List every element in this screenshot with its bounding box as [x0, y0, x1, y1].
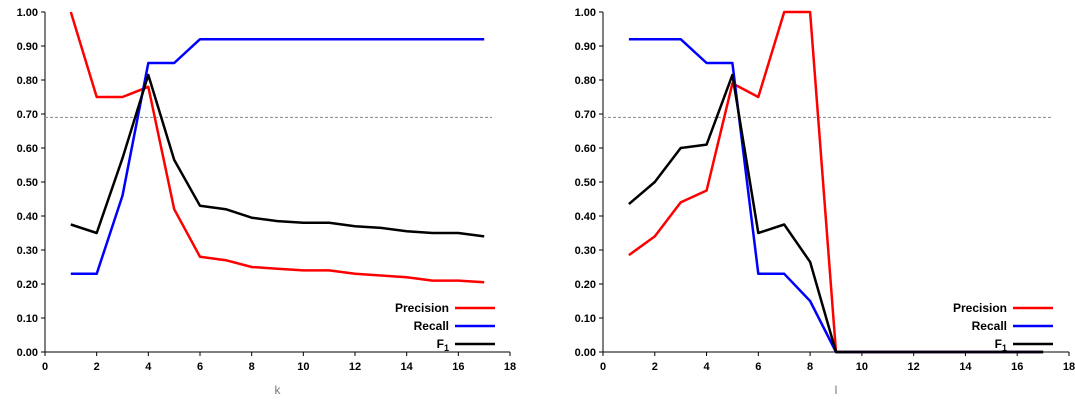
legend-label: Recall: [414, 319, 449, 333]
y-tick-label: 0.30: [575, 245, 596, 257]
y-tick-label: 0.90: [575, 41, 596, 53]
y-tick-label: 0.00: [17, 347, 38, 359]
y-tick-label: 0.60: [17, 143, 38, 155]
x-tick-label: 0: [600, 361, 606, 373]
x-tick-label: 12: [908, 361, 920, 373]
x-tick-label: 6: [755, 361, 761, 373]
legend-label: Precision: [953, 301, 1007, 315]
y-tick-label: 0.60: [575, 143, 596, 155]
y-tick-label: 0.80: [575, 75, 596, 87]
x-tick-label: 0: [42, 361, 48, 373]
legend: Precision Recall F1: [395, 301, 495, 353]
legend: Precision Recall F1: [953, 301, 1053, 353]
series-line-f1: [70, 73, 485, 238]
y-tick-label: 0.70: [575, 109, 596, 121]
series-line-precision: [69, 11, 485, 284]
chart-2: 0.00 0.10 0.20 0.30 0.40 0.50 0.60 0.70 0.80 0.90…: [575, 7, 1075, 397]
y-tick-label: 0.00: [575, 347, 596, 359]
x-tick-label: 18: [1063, 361, 1075, 373]
series-line-f1: [628, 73, 1044, 354]
y-tick-label: 0.50: [17, 177, 38, 189]
y-tick-label: 0.50: [575, 177, 596, 189]
y-tick-label: 0.40: [575, 211, 596, 223]
legend-label: F1: [437, 337, 449, 353]
x-tick-label: 4: [703, 361, 710, 373]
x-tick-label: 2: [94, 361, 100, 373]
legend-subscript: 1: [1002, 343, 1007, 353]
x-tick-label: 4: [145, 361, 152, 373]
x-tick-label: 16: [1011, 361, 1023, 373]
legend-label: F1: [995, 337, 1007, 353]
y-tick-label: 1.00: [575, 7, 596, 19]
x-tick-label: 10: [856, 361, 868, 373]
x-tick-label: 2: [652, 361, 658, 373]
y-tick-label: 0.30: [17, 245, 38, 257]
y-tick-label: 0.20: [575, 279, 596, 291]
x-tick-label: 14: [401, 361, 414, 373]
series-line-recall: [70, 37, 485, 276]
x-tick-label: 6: [197, 361, 203, 373]
x-tick-label: 14: [959, 361, 972, 373]
x-axis-label: l: [835, 383, 838, 397]
y-tick-label: 1.00: [17, 7, 38, 19]
y-tick-label: 0.10: [17, 313, 38, 325]
y-tick-label: 0.90: [17, 41, 38, 53]
legend-label: Recall: [972, 319, 1007, 333]
x-tick-label: 12: [349, 361, 361, 373]
x-tick-label: 18: [504, 361, 516, 373]
legend-label: Precision: [395, 301, 449, 315]
y-tick-label: 0.20: [17, 279, 38, 291]
x-tick-label: 16: [452, 361, 464, 373]
chart-1: 0.00 0.10 0.20 0.30 0.40 0.50 0.60 0.70 0.80 0.90…: [17, 7, 517, 397]
y-tick-label: 0.40: [17, 211, 38, 223]
legend-subscript: 1: [444, 343, 449, 353]
y-tick-label: 0.80: [17, 75, 38, 87]
y-tick-label: 0.10: [575, 313, 596, 325]
y-tick-label: 0.70: [17, 109, 38, 121]
x-axis-label: k: [275, 383, 282, 397]
x-tick-label: 8: [249, 361, 255, 373]
x-tick-label: 10: [297, 361, 309, 373]
x-tick-label: 8: [807, 361, 813, 373]
